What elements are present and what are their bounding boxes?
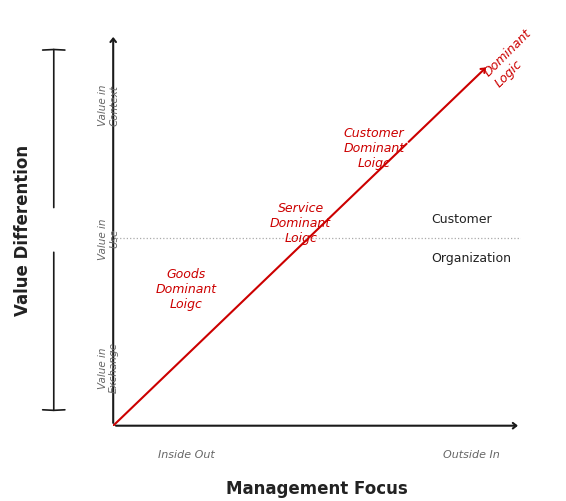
Text: Customer: Customer	[431, 212, 492, 225]
Text: Goods
Dominant
Loigc: Goods Dominant Loigc	[156, 268, 217, 311]
Text: Value in
Use: Value in Use	[97, 217, 119, 259]
Text: Dominant
Logic: Dominant Logic	[482, 27, 545, 90]
Text: Value in
Context: Value in Context	[97, 85, 119, 126]
Text: Inside Out: Inside Out	[158, 449, 215, 459]
Text: Customer
Dominant
Loigc: Customer Dominant Loigc	[344, 127, 405, 170]
Text: Value in
Exchange: Value in Exchange	[97, 342, 119, 393]
Text: Management Focus: Management Focus	[226, 479, 408, 497]
Text: Outside In: Outside In	[443, 449, 500, 459]
Text: Value Differention: Value Differention	[14, 145, 32, 316]
Text: Service
Dominant
Loigc: Service Dominant Loigc	[270, 201, 331, 244]
Text: Organization: Organization	[431, 252, 511, 265]
